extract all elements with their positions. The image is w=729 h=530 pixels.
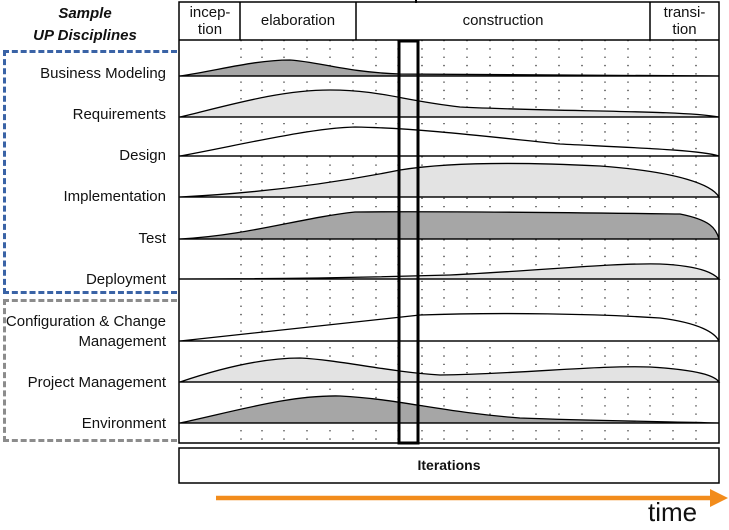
discipline-label-requirements: Requirements bbox=[72, 106, 166, 123]
diagram-title: Sample UP Disciplines bbox=[0, 6, 170, 43]
discipline-label-project-management: Project Management bbox=[27, 374, 166, 391]
discipline-label-test: Test bbox=[138, 230, 166, 247]
discipline-label-business-modeling: Business Modeling bbox=[40, 65, 166, 82]
curve-business-modeling bbox=[179, 59, 720, 77]
curve-requirements bbox=[179, 89, 720, 118]
discipline-label-configuration-change-management: Configuration & Change Management bbox=[5, 313, 166, 350]
iterations-box bbox=[178, 447, 720, 484]
phase-label-transition: transi- tion bbox=[663, 4, 706, 38]
curve-implementation bbox=[179, 162, 721, 198]
phase-label-construction: construction bbox=[462, 12, 544, 29]
curve-test bbox=[179, 211, 720, 240]
discipline-label-deployment: Deployment bbox=[85, 271, 166, 288]
curve-design bbox=[179, 126, 720, 157]
phase-label-inception: incep- tion bbox=[189, 4, 231, 38]
discipline-label-design: Design bbox=[119, 147, 166, 164]
time-label: time bbox=[648, 497, 698, 527]
phase-label-elaboration: elaboration bbox=[260, 12, 336, 29]
title-line-1: Sample bbox=[58, 5, 112, 22]
chart-frame bbox=[178, 1, 720, 444]
discipline-label-implementation: Implementation bbox=[63, 188, 166, 205]
iterations-label: Iterations bbox=[417, 457, 481, 473]
curve-configuration-change-management bbox=[179, 312, 721, 342]
curve-environment bbox=[179, 395, 720, 424]
discipline-label-environment: Environment bbox=[81, 415, 166, 432]
core-disciplines-group-border bbox=[3, 50, 177, 294]
curve-project-management bbox=[179, 357, 721, 383]
curve-deployment bbox=[179, 263, 721, 280]
supporting-disciplines-group-border bbox=[3, 299, 177, 442]
title-line-2: UP Disciplines bbox=[33, 27, 137, 44]
row-baselines bbox=[179, 75, 719, 424]
time-arrow-head bbox=[710, 489, 728, 507]
current-iteration-highlight bbox=[397, 39, 420, 445]
